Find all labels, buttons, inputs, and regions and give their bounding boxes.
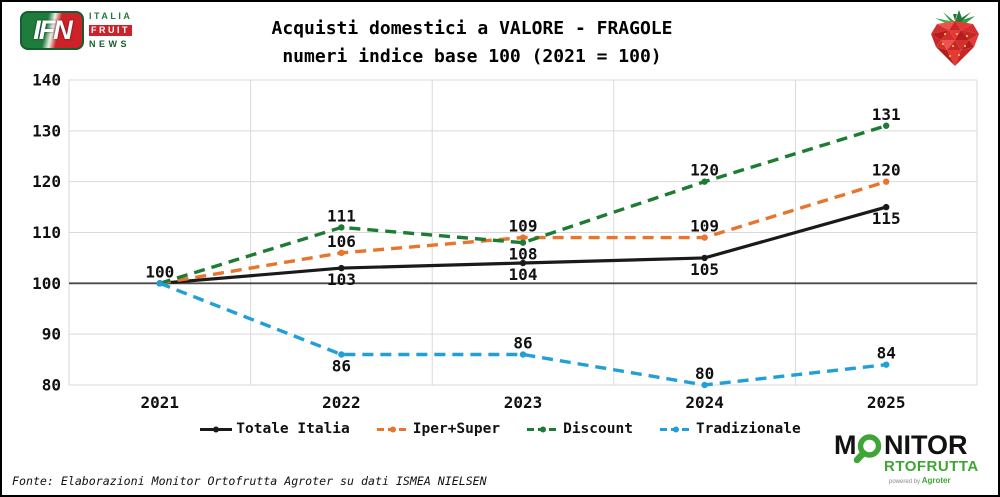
ifn-italia-text: ITALIA: [89, 11, 133, 21]
data-label-discount-2022: 111: [327, 206, 356, 225]
data-label-tradizionale-2022: 86: [332, 357, 351, 376]
data-label-totale-italia-2022: 103: [327, 270, 356, 289]
data-label-iper-super-2025: 120: [872, 161, 901, 180]
y-tick-label-140: 140: [32, 72, 61, 90]
powered-by-text: powered by: [889, 479, 921, 485]
data-label-totale-italia-2023: 104: [509, 265, 538, 284]
data-point-totale-italia-2024: [701, 254, 708, 262]
data-point-tradizionale-2023: [519, 351, 527, 358]
data-point-totale-italia-2023: [519, 259, 527, 267]
y-tick-label-100: 100: [32, 274, 61, 293]
series-line-tradizionale: [159, 281, 887, 387]
chart-title-block: Acquisti domestici a VALORE - FRAGOLE nu…: [2, 15, 942, 71]
legend-label-iper-super: Iper+Super: [412, 421, 501, 437]
ifn-news-text: NEWS: [89, 39, 130, 49]
legend-marker-tradizionale: [659, 426, 692, 432]
data-label-discount-2023: 108: [509, 245, 538, 264]
chart-title: Acquisti domestici a VALORE - FRAGOLE: [271, 18, 673, 39]
monitor-logo-nitor: NITOR: [884, 430, 968, 460]
data-point-discount-2022: [338, 224, 345, 231]
data-point-discount-2024: [701, 178, 708, 185]
data-point-iper-super-2025: [883, 178, 890, 185]
y-tick-label-130: 130: [32, 121, 61, 140]
data-label-iper-super-2022: 106: [327, 232, 356, 251]
agroter-brand-text: Agroter: [921, 476, 951, 485]
data-label-tradizionale-2023: 86: [513, 334, 532, 353]
x-tick-label-2022: 2022: [322, 393, 361, 412]
data-point-iper-super-2023: [519, 234, 527, 241]
legend-marker-discount: [527, 426, 560, 432]
monitor-logo-m: M: [834, 430, 857, 460]
data-label-iper-super-2024: 109: [690, 217, 719, 236]
ifn-badge: IFN: [20, 11, 84, 50]
y-tick-label-110: 110: [32, 223, 61, 242]
chart-subtitle: numeri indice base 100 (2021 = 100): [282, 45, 662, 67]
ifn-fruit-text: FRUIT: [89, 25, 133, 36]
legend-item-tradizionale: Tradizionale: [659, 421, 801, 437]
y-tick-label-120: 120: [32, 172, 61, 191]
data-label-discount-2025: 131: [872, 105, 901, 124]
monitor-logo-rtofrutta: RTOFRUTTA: [884, 458, 979, 475]
magnifier-icon: [853, 434, 882, 464]
legend-label-totale-italia: Totale Italia: [236, 421, 350, 437]
data-label-totale-italia-2024: 105: [690, 260, 719, 279]
data-label-tradizionale-2025: 84: [877, 344, 896, 363]
legend-marker-totale-italia: [200, 426, 233, 432]
y-tick-label-80: 80: [42, 376, 61, 395]
strawberry-icon: [931, 10, 979, 66]
line-chart: 80 90 100 110 120 130 140 2021 2022 2023 2024 2025 1…: [32, 72, 978, 412]
x-tick-label-2024: 2024: [685, 393, 724, 412]
data-point-totale-italia-2025: [883, 203, 890, 211]
y-tick-label-90: 90: [42, 325, 61, 344]
legend-label-tradizionale: Tradizionale: [695, 421, 801, 437]
monitor-ortofrutta-logo: M NITOR RTOFRUTTA powered by Agroter: [834, 432, 986, 490]
source-note: Fonte: Elaborazioni Monitor Ortofrutta A…: [12, 474, 487, 488]
chart-legend: Totale Italia Iper+Super Discount Tradizion…: [2, 421, 998, 437]
monitor-logo-powered-by: powered by Agroter: [889, 476, 951, 485]
data-point-tradizionale-2024: [701, 381, 708, 389]
ifn-badge-text: IFN: [33, 15, 72, 45]
ifn-wordmark: ITALIA FRUIT NEWS: [89, 11, 133, 50]
legend-item-discount: Discount: [526, 421, 633, 437]
data-label-tradizionale-2024: 80: [695, 364, 714, 383]
data-point-iper-super-2022: [338, 249, 345, 257]
legend-item-totale-italia: Totale Italia: [199, 421, 350, 437]
data-point-tradizionale-2025: [883, 361, 890, 368]
data-point-tradizionale-2022: [338, 351, 345, 358]
ifn-logo: IFN ITALIA FRUIT NEWS: [20, 11, 133, 50]
data-point-tradizionale-2021: [156, 280, 163, 287]
x-tick-label-2025: 2025: [867, 393, 906, 412]
data-label-totale-italia-2025: 115: [872, 209, 901, 228]
series-line-discount: [159, 124, 887, 285]
data-label-discount-2024: 120: [690, 161, 719, 180]
data-label-totale-italia-2021: 100: [145, 262, 174, 281]
data-point-discount-2023: [519, 239, 527, 246]
data-point-iper-super-2024: [701, 234, 708, 241]
legend-label-discount: Discount: [563, 421, 633, 437]
data-point-totale-italia-2022: [338, 264, 345, 272]
data-label-iper-super-2023: 109: [509, 217, 538, 236]
x-tick-label-2021: 2021: [141, 393, 180, 412]
x-tick-label-2023: 2023: [504, 393, 543, 412]
legend-marker-iper-super: [376, 426, 409, 432]
legend-item-iper-super: Iper+Super: [376, 421, 500, 437]
data-point-discount-2025: [883, 122, 890, 129]
